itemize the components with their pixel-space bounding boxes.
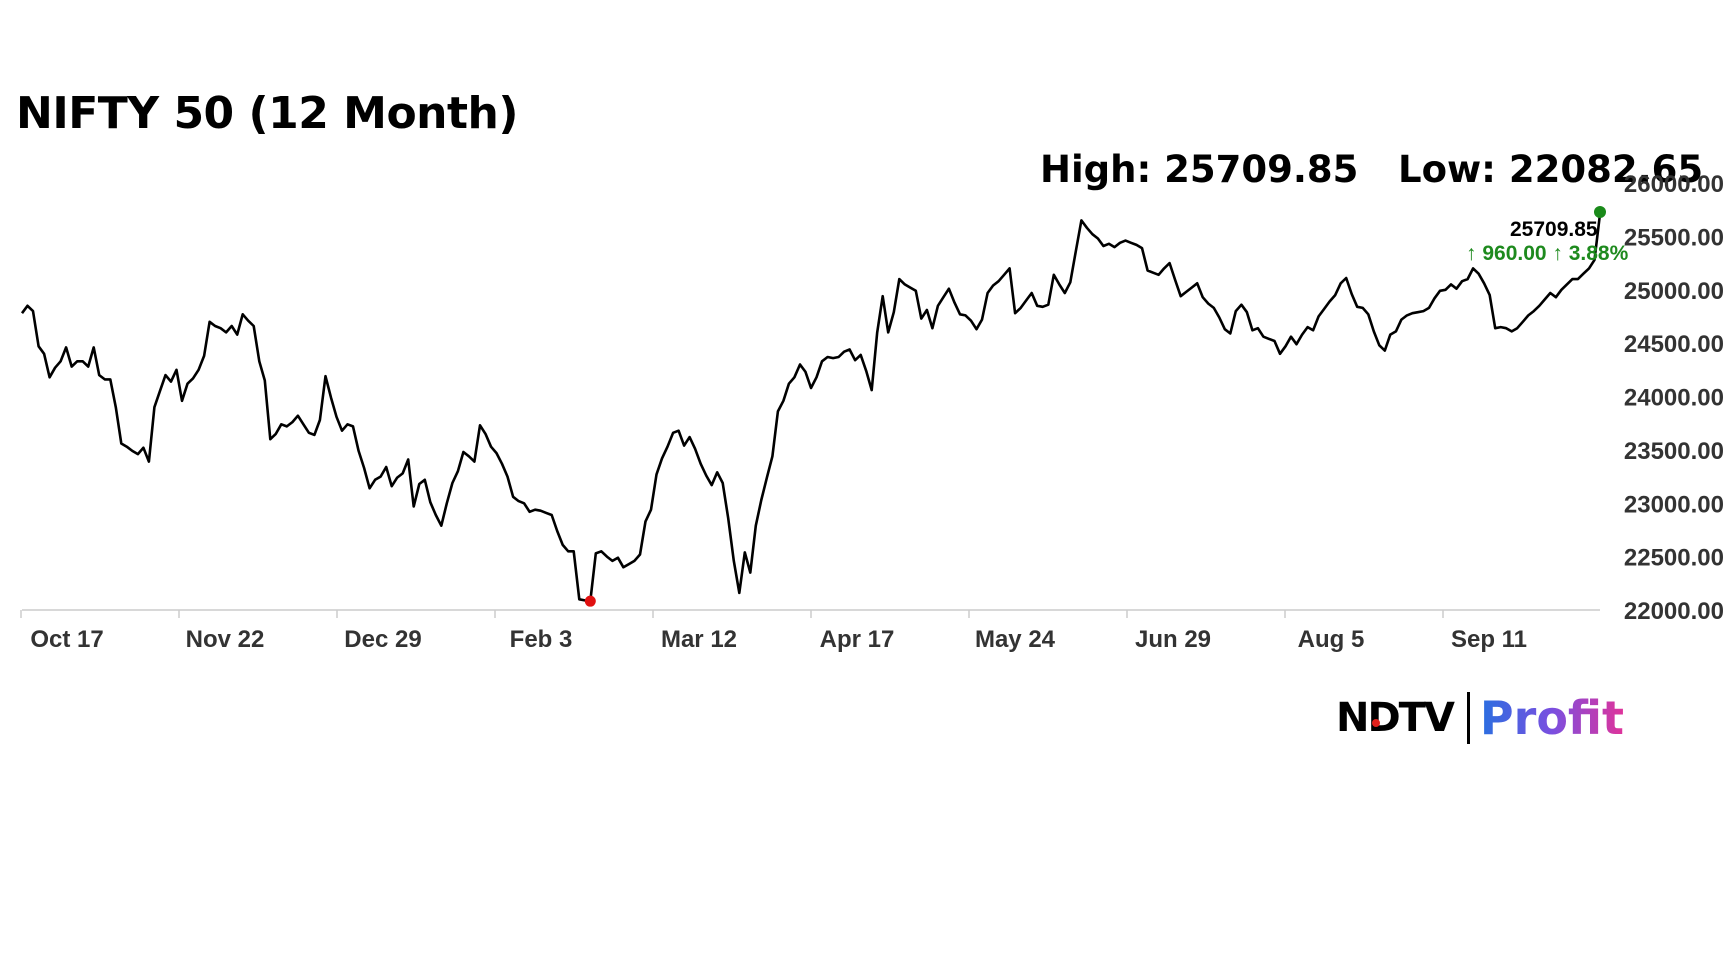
high-marker	[1594, 205, 1606, 218]
x-tick-label: Nov 22	[186, 626, 265, 653]
x-tick-label: May 24	[975, 626, 1056, 653]
y-tick-label: 23000.00	[1624, 491, 1724, 518]
y-tick-label: 25500.00	[1624, 224, 1724, 251]
y-tick-label: 22500.00	[1624, 545, 1724, 572]
logo-dot	[1372, 719, 1380, 727]
nifty-series-line	[20, 213, 1602, 603]
y-tick-label: 26000.00	[1624, 171, 1724, 198]
low-marker	[584, 595, 596, 607]
chart-title: NIFTY 50 (12 Month)	[16, 88, 518, 139]
x-tick-label: Feb 3	[510, 626, 573, 653]
y-tick-label: 22000.00	[1624, 598, 1724, 625]
x-tick-label: Sep 11	[1451, 626, 1527, 653]
x-tick-label: Dec 29	[344, 626, 421, 653]
profit-wordmark: Profit	[1479, 691, 1625, 745]
ndtv-profit-logo: NDTV Profit	[1336, 690, 1624, 746]
x-tick-label: Apr 17	[820, 626, 895, 653]
last-value-label: 25709.85	[1510, 218, 1598, 241]
x-tick-label: Oct 17	[30, 626, 103, 653]
x-tick-label: Aug 5	[1298, 626, 1365, 653]
high-label: High: 25709.85	[1040, 148, 1359, 191]
y-tick-label: 24000.00	[1624, 385, 1724, 412]
y-tick-label: 24500.00	[1624, 331, 1724, 358]
y-tick-label: 23500.00	[1624, 438, 1724, 465]
logo-divider	[1466, 692, 1470, 744]
x-tick-label: Jun 29	[1135, 626, 1211, 653]
x-tick-label: Mar 12	[661, 626, 737, 653]
low-label: Low: 22082.65	[1398, 148, 1704, 191]
ndtv-wordmark: NDTV	[1336, 695, 1455, 741]
change-label: ↑ 960.00 ↑ 3.88%	[1466, 242, 1629, 265]
y-tick-label: 25000.00	[1624, 278, 1724, 305]
